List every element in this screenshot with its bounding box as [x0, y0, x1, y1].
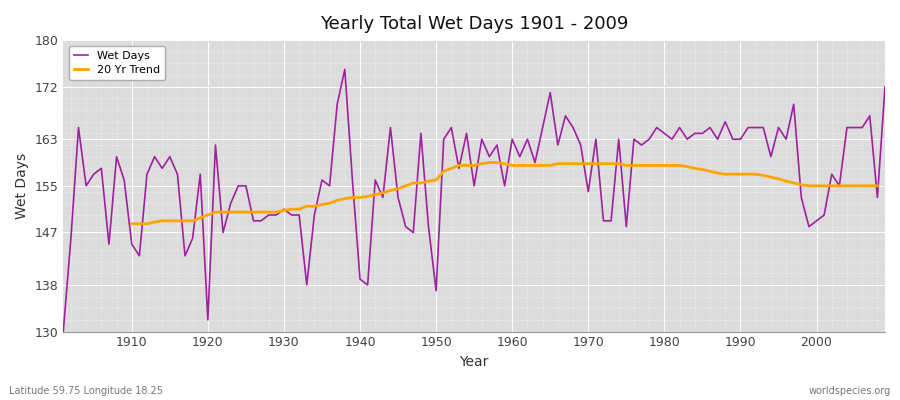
- Wet Days: [58, 329, 68, 334]
- Wet Days: [507, 137, 517, 142]
- Text: worldspecies.org: worldspecies.org: [809, 386, 891, 396]
- Legend: Wet Days, 20 Yr Trend: Wet Days, 20 Yr Trend: [68, 46, 166, 80]
- Wet Days: [119, 178, 130, 182]
- Text: Latitude 59.75 Longitude 18.25: Latitude 59.75 Longitude 18.25: [9, 386, 163, 396]
- 20 Yr Trend: [355, 195, 365, 200]
- Title: Yearly Total Wet Days 1901 - 2009: Yearly Total Wet Days 1901 - 2009: [320, 15, 628, 33]
- 20 Yr Trend: [302, 204, 312, 209]
- Wet Days: [339, 67, 350, 72]
- Wet Days: [606, 218, 616, 223]
- 20 Yr Trend: [872, 184, 883, 188]
- 20 Yr Trend: [126, 221, 137, 226]
- Y-axis label: Wet Days: Wet Days: [15, 153, 29, 219]
- Wet Days: [332, 102, 343, 107]
- Wet Days: [879, 84, 890, 89]
- Wet Days: [286, 212, 297, 217]
- Line: 20 Yr Trend: 20 Yr Trend: [131, 162, 877, 224]
- Line: Wet Days: Wet Days: [63, 69, 885, 332]
- 20 Yr Trend: [484, 160, 495, 165]
- 20 Yr Trend: [507, 163, 517, 168]
- X-axis label: Year: Year: [460, 355, 489, 369]
- 20 Yr Trend: [529, 163, 540, 168]
- 20 Yr Trend: [720, 172, 731, 176]
- 20 Yr Trend: [324, 201, 335, 206]
- Wet Days: [515, 154, 526, 159]
